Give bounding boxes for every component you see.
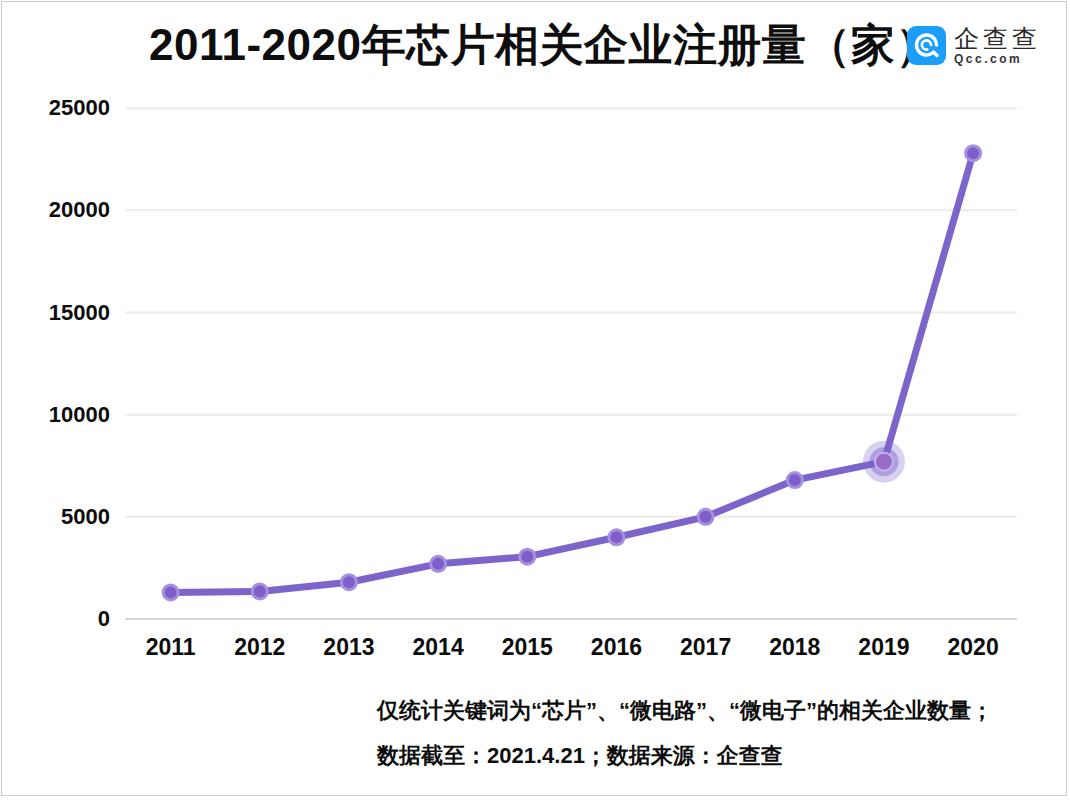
footnote-line-2: 数据截至：2021.4.21；数据来源：企查查 — [377, 733, 993, 778]
x-axis-label: 2012 — [214, 632, 306, 662]
x-axis-label: 2015 — [481, 632, 573, 662]
plot-area — [0, 0, 1070, 804]
x-axis-label: 2017 — [660, 632, 752, 662]
x-axis-label: 2018 — [749, 632, 841, 662]
data-point-2013[interactable] — [341, 575, 356, 590]
y-axis-label: 5000 — [0, 502, 110, 532]
data-point-2016[interactable] — [609, 530, 624, 545]
footnote-line-1: 仅统计关键词为“芯片”、“微电路”、“微电子”的相关企业数量； — [377, 688, 993, 733]
data-point-2019[interactable] — [875, 453, 893, 471]
x-axis-label: 2014 — [392, 632, 484, 662]
data-point-2018[interactable] — [787, 473, 802, 488]
y-axis-label: 10000 — [0, 400, 110, 430]
x-axis-label: 2019 — [838, 632, 930, 662]
y-axis-label: 15000 — [0, 298, 110, 328]
x-axis-label: 2011 — [125, 632, 217, 662]
y-axis-label: 0 — [0, 604, 110, 634]
data-point-2020[interactable] — [966, 146, 981, 161]
series-line — [171, 153, 974, 592]
y-axis-label: 20000 — [0, 195, 110, 225]
data-point-2012[interactable] — [252, 584, 267, 599]
data-point-2014[interactable] — [431, 556, 446, 571]
chart-footnote: 仅统计关键词为“芯片”、“微电路”、“微电子”的相关企业数量； 数据截至：202… — [377, 688, 993, 778]
data-point-2011[interactable] — [163, 585, 178, 600]
x-axis-label: 2016 — [570, 632, 662, 662]
data-point-2015[interactable] — [520, 549, 535, 564]
data-point-2017[interactable] — [698, 509, 713, 524]
x-axis-label: 2013 — [303, 632, 395, 662]
x-axis-label: 2020 — [927, 632, 1019, 662]
chart-page: { "header": { "title": "2011-2020年芯片相关企业… — [0, 0, 1070, 804]
y-axis-label: 25000 — [0, 93, 110, 123]
